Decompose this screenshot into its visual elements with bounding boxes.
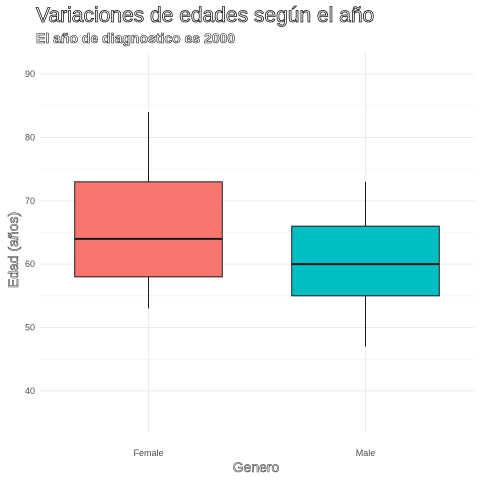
- y-tick-labels: 40 50 60 70 80 90: [25, 69, 35, 396]
- y-tick-label: 90: [25, 69, 35, 79]
- boxes: [74, 112, 440, 347]
- y-tick-label: 50: [25, 323, 35, 333]
- x-axis-title: Genero: [233, 459, 280, 475]
- y-axis-title: Edad (años): [5, 212, 21, 288]
- y-tick-label: 80: [25, 133, 35, 143]
- box-male: [291, 225, 440, 297]
- x-tick-label: Female: [133, 448, 163, 458]
- y-tick-label: 60: [25, 259, 35, 269]
- x-tick-label: Male: [356, 448, 376, 458]
- box-female: [74, 181, 223, 278]
- y-tick-label: 40: [25, 386, 35, 396]
- chart-title: Variaciones de edades según el año: [36, 4, 375, 28]
- chart-subtitle: El año de diagnostico es 2000: [36, 30, 236, 47]
- x-tick-labels: Female Male: [133, 448, 375, 458]
- y-tick-label: 70: [25, 196, 35, 206]
